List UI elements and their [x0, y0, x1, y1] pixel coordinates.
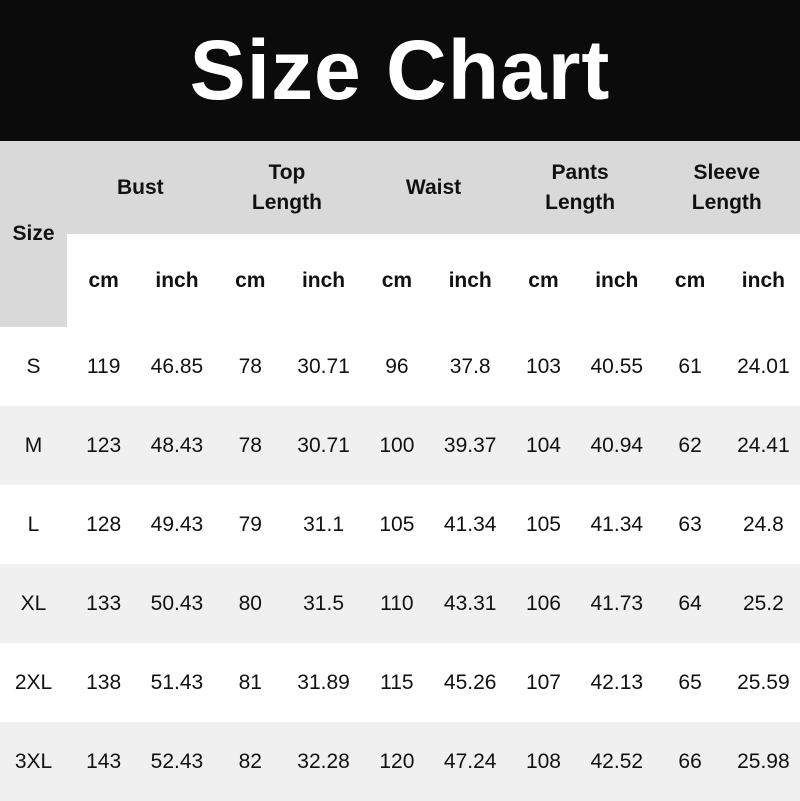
value-cell: 50.43	[140, 564, 214, 643]
table-row: 3XL 143 52.43 82 32.28 120 47.24 108 42.52 66 25.9…	[0, 722, 800, 801]
size-chart-table: Size Bust Top Length Waist Pants Length Slee…	[0, 141, 800, 801]
value-cell: 133	[67, 564, 141, 643]
value-cell: 66	[653, 722, 727, 801]
group-header: Pants Length	[506, 141, 654, 234]
value-cell: 78	[238, 354, 262, 378]
value-cell: 48.43	[140, 406, 214, 485]
value-cell: 25.98	[726, 722, 800, 801]
size-cell: L	[27, 512, 40, 536]
unit-header: cm	[213, 234, 287, 327]
table-row: M 123 48.43 78 30.71 100 39.37 104 40.94 62 24.41	[0, 406, 800, 485]
value-cell: 138	[86, 670, 122, 694]
unit-header: inch	[140, 234, 214, 327]
value-cell: 24.8	[742, 512, 784, 536]
table-row: L 128 49.43 79 31.1 105 41.34 105 41.34 63 24.8	[0, 485, 800, 564]
value-cell: 106	[506, 564, 581, 643]
unit-header: cm	[67, 234, 141, 327]
value-cell: 105	[379, 512, 415, 536]
unit-header: cm	[360, 234, 434, 327]
size-header: Size	[0, 141, 67, 327]
size-cell: 3XL	[0, 722, 67, 801]
value-cell: 78	[213, 406, 287, 485]
value-cell: 46.85	[150, 354, 204, 378]
value-cell: 47.24	[433, 722, 507, 801]
value-cell: 115	[380, 670, 414, 694]
value-cell: 42.13	[590, 670, 644, 694]
group-header: Waist	[360, 141, 507, 234]
value-cell: 119	[86, 354, 121, 378]
value-cell: 37.8	[449, 354, 491, 378]
value-cell: 24.41	[726, 406, 800, 485]
value-cell: 32.28	[286, 722, 361, 801]
value-cell: 30.71	[286, 406, 361, 485]
value-cell: 31.5	[286, 564, 361, 643]
unit-header: cm	[506, 234, 581, 327]
value-cell: 105	[525, 512, 561, 536]
value-cell: 41.73	[580, 564, 654, 643]
value-cell: 51.43	[150, 670, 204, 694]
value-cell: 61	[678, 354, 702, 378]
value-cell: 25.2	[726, 564, 800, 643]
value-cell: 39.37	[433, 406, 507, 485]
value-cell: 30.71	[297, 354, 350, 378]
size-cell: S	[26, 354, 41, 378]
value-cell: 104	[506, 406, 581, 485]
table-row: S 119 46.85 78 30.71 96 37.8 103 40.55 61 24.01	[0, 327, 800, 406]
value-cell: 25.59	[737, 670, 790, 694]
value-cell: 103	[525, 354, 561, 378]
value-cell: 62	[653, 406, 727, 485]
value-cell: 110	[360, 564, 434, 643]
unit-header: inch	[433, 234, 507, 327]
value-cell: 120	[360, 722, 434, 801]
value-cell: 96	[385, 354, 409, 378]
value-cell: 41.34	[443, 512, 497, 536]
unit-header: inch	[580, 234, 654, 327]
value-cell: 42.52	[580, 722, 654, 801]
value-cell: 100	[360, 406, 434, 485]
size-cell: XL	[0, 564, 67, 643]
size-cell: 2XL	[14, 670, 53, 694]
group-header: Top Length	[213, 141, 361, 234]
unit-header: inch	[726, 234, 800, 327]
unit-header: inch	[286, 234, 361, 327]
value-cell: 49.43	[150, 512, 204, 536]
value-cell: 79	[238, 512, 262, 536]
value-cell: 45.26	[443, 670, 497, 694]
value-cell: 143	[67, 722, 141, 801]
page-title: Size Chart	[0, 0, 800, 141]
value-cell: 43.31	[433, 564, 507, 643]
value-cell: 31.1	[303, 512, 344, 536]
value-cell: 40.94	[580, 406, 654, 485]
value-cell: 80	[213, 564, 287, 643]
value-cell: 41.34	[590, 512, 644, 536]
value-cell: 65	[678, 670, 702, 694]
value-cell: 40.55	[590, 354, 644, 378]
value-cell: 63	[678, 512, 702, 536]
value-cell: 81	[238, 670, 262, 694]
value-cell: 107	[525, 670, 561, 694]
value-cell: 82	[213, 722, 287, 801]
value-cell: 128	[86, 512, 122, 536]
unit-header: cm	[653, 234, 727, 327]
group-header: Bust	[67, 141, 214, 234]
value-cell: 24.01	[737, 354, 790, 378]
table-row: XL 133 50.43 80 31.5 110 43.31 106 41.73 64 25.2	[0, 564, 800, 643]
table-row: 2XL 138 51.43 81 31.89 115 45.26 107 42.13 65 25.5…	[0, 643, 800, 722]
value-cell: 108	[506, 722, 581, 801]
group-header: Sleeve Length	[653, 141, 800, 234]
value-cell: 31.89	[297, 670, 350, 694]
value-cell: 64	[653, 564, 727, 643]
value-cell: 123	[67, 406, 141, 485]
size-cell: M	[0, 406, 67, 485]
value-cell: 52.43	[140, 722, 214, 801]
